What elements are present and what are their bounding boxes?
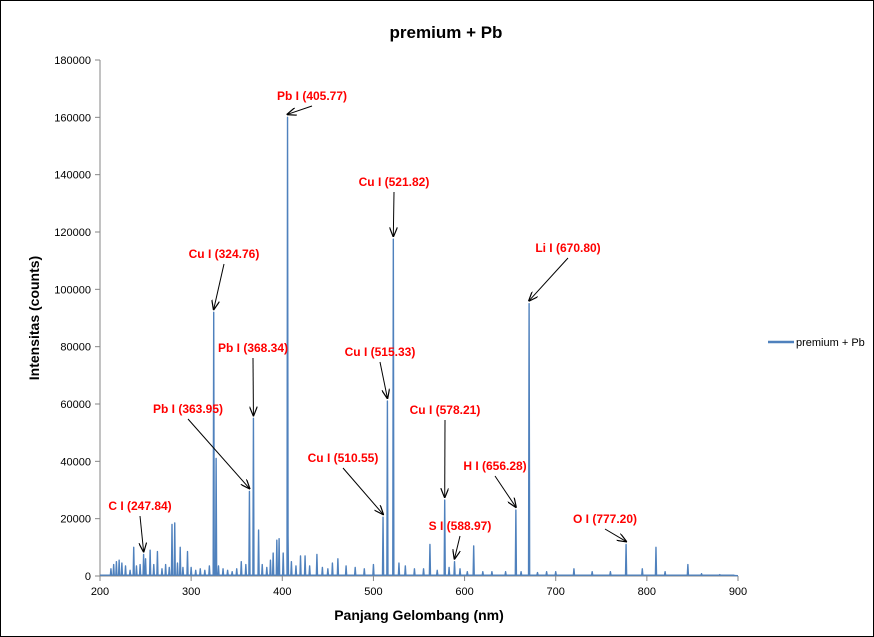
x-axis-ticks: 200 300 400 500 600 700 800 900 bbox=[91, 576, 747, 598]
annotation-arrow bbox=[494, 475, 516, 507]
annotation-label: Cu I (578.21) bbox=[410, 403, 481, 417]
annotation-arrow bbox=[604, 528, 626, 541]
series-line-premium-pb bbox=[100, 116, 739, 577]
y-tick-label: 60000 bbox=[60, 399, 91, 411]
x-axis-label: Panjang Gelombang (nm) bbox=[334, 607, 504, 623]
y-tick-label: 180000 bbox=[54, 55, 91, 67]
x-tick-label: 300 bbox=[182, 586, 200, 598]
x-tick-label: 700 bbox=[547, 586, 565, 598]
annotation-arrow bbox=[393, 191, 394, 236]
x-tick-label: 800 bbox=[638, 586, 656, 598]
y-axis-ticks: 0 20000 40000 60000 80000 100000 120000 140000 1… bbox=[54, 55, 100, 583]
annotation-label: Pb I (363.95) bbox=[153, 402, 223, 416]
annotation-label: Pb I (405.77) bbox=[277, 89, 347, 103]
annotation-label: H I (656.28) bbox=[463, 459, 526, 473]
y-tick-label: 0 bbox=[85, 571, 91, 583]
annotation-arrow bbox=[342, 467, 383, 514]
x-tick-label: 600 bbox=[455, 586, 473, 598]
y-axis-label: Intensitas (counts) bbox=[26, 256, 42, 380]
annotation-label: Cu I (324.76) bbox=[189, 247, 260, 261]
annotation-arrow bbox=[529, 257, 569, 301]
y-tick-label: 20000 bbox=[60, 514, 91, 526]
annotation-label: Li I (670.80) bbox=[535, 241, 600, 255]
annotation-label: S I (588.97) bbox=[429, 519, 492, 533]
annotation-arrow bbox=[140, 515, 144, 552]
annotation-arrow bbox=[288, 105, 313, 114]
y-tick-label: 160000 bbox=[54, 112, 91, 124]
annotation-label: Cu I (510.55) bbox=[308, 451, 379, 465]
peak-annotations: Pb I (405.77) Cu I (521.82) Li I (670.80) C… bbox=[108, 89, 637, 559]
annotation-label: C I (247.84) bbox=[108, 499, 171, 513]
y-tick-label: 100000 bbox=[54, 284, 91, 296]
legend-label: premium + Pb bbox=[796, 337, 865, 349]
annotation-arrow bbox=[455, 535, 460, 559]
annotation-label: Pb I (368.34) bbox=[218, 341, 288, 355]
x-tick-label: 900 bbox=[729, 586, 747, 598]
x-tick-label: 500 bbox=[364, 586, 382, 598]
annotation-label: Cu I (515.33) bbox=[345, 345, 416, 359]
y-tick-label: 120000 bbox=[54, 227, 91, 239]
x-tick-label: 400 bbox=[273, 586, 291, 598]
annotation-label: O I (777.20) bbox=[573, 512, 637, 526]
chart-title: premium + Pb bbox=[390, 23, 503, 42]
annotation-arrow bbox=[187, 418, 249, 488]
x-tick-label: 200 bbox=[91, 586, 109, 598]
annotation-arrow bbox=[214, 263, 225, 309]
legend: premium + Pb bbox=[768, 337, 865, 349]
annotation-label: Cu I (521.82) bbox=[359, 175, 430, 189]
y-tick-label: 140000 bbox=[54, 170, 91, 182]
y-tick-label: 80000 bbox=[60, 342, 91, 354]
annotation-arrow bbox=[379, 361, 387, 398]
y-tick-label: 40000 bbox=[60, 456, 91, 468]
